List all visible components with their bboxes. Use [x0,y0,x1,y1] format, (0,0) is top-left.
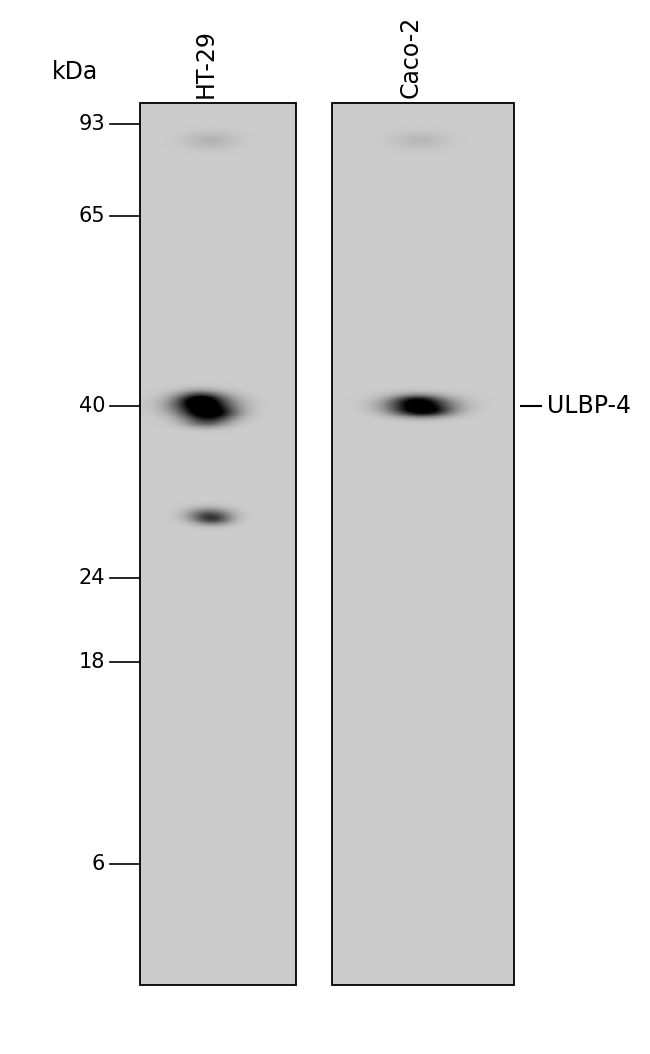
Text: 65: 65 [79,207,105,226]
Text: 93: 93 [79,115,105,134]
Text: Caco-2: Caco-2 [398,16,422,98]
Text: ULBP-4: ULBP-4 [547,394,631,417]
Text: kDa: kDa [51,60,98,83]
Text: 18: 18 [79,652,105,671]
Bar [140,103,296,985]
Text: 6: 6 [92,855,105,874]
Text: 40: 40 [79,396,105,415]
Text: 24: 24 [79,568,105,587]
Text: HT-29: HT-29 [194,30,218,98]
Bar [332,103,514,985]
